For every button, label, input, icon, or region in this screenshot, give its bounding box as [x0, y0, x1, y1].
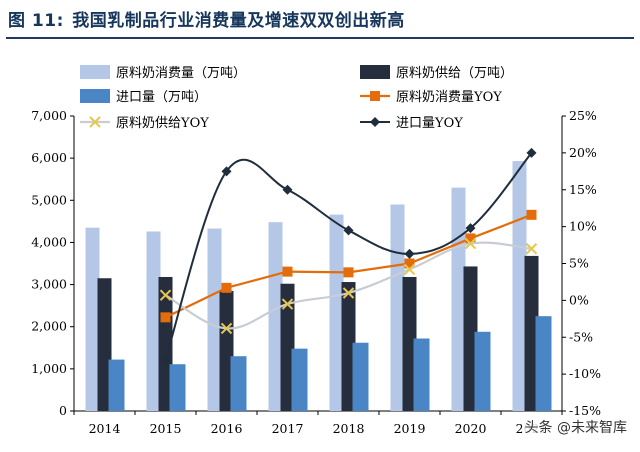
right-tick-label: -5% — [569, 329, 593, 344]
right-tick-label: 25% — [569, 108, 597, 123]
legend-item-5-label: 进口量YOY — [396, 116, 463, 131]
x-tick-label: 2016 — [211, 421, 243, 436]
legend-item-3-label: 原料奶消费量YOY — [396, 90, 502, 105]
legend-item-4-marker — [89, 116, 101, 128]
x-tick-label: 2020 — [455, 421, 487, 436]
bar-consumption — [512, 161, 527, 411]
bar-consumption — [268, 222, 283, 411]
import-yoy-marker — [160, 354, 171, 365]
legend-item-2-label: 进口量（万吨） — [116, 90, 207, 105]
consumption-yoy-marker — [404, 258, 415, 269]
supply-yoy-marker — [159, 289, 172, 301]
legend: 原料奶消费量（万吨） 原料奶供给（万吨） 进口量（万吨） 原料奶消费量YOY 原料奶供给… — [80, 65, 513, 131]
left-tick-label: 1,000 — [31, 361, 67, 376]
x-tick-label: 2019 — [394, 421, 426, 436]
import-yoy-marker — [221, 166, 232, 177]
supply-yoy-marker — [464, 237, 477, 250]
bar-consumption — [329, 214, 344, 411]
bar-supply — [219, 290, 234, 411]
bar-consumption — [390, 204, 405, 411]
lines — [159, 147, 538, 365]
left-tick-label: 2,000 — [31, 319, 67, 334]
bar-import — [230, 356, 247, 411]
left-tick-label: 5,000 — [31, 192, 67, 207]
x-tick-label: 2014 — [89, 421, 121, 436]
right-tick-label: 15% — [569, 182, 597, 197]
import-yoy-marker — [404, 248, 415, 259]
supply-yoy-marker — [525, 243, 538, 255]
left-tick-label: 6,000 — [31, 150, 67, 165]
bar-consumption — [146, 231, 161, 411]
bar-import — [169, 364, 186, 411]
title-rule — [6, 37, 634, 39]
import-yoy-marker — [282, 184, 293, 195]
legend-item-4-label: 原料奶供给YOY — [116, 116, 209, 131]
consumption-yoy-marker — [526, 209, 537, 220]
legend-item-3-marker — [370, 91, 380, 101]
bar-supply — [158, 276, 173, 411]
bar-supply — [524, 255, 539, 411]
left-tick-label: 3,000 — [31, 277, 67, 292]
figure-title: 图 11: 我国乳制品行业消费量及增速双双创出新高 — [8, 6, 632, 31]
bar-supply — [341, 282, 356, 411]
legend-item-2-swatch — [80, 89, 110, 103]
right-tick-label: -10% — [569, 366, 601, 381]
bar-import — [291, 348, 308, 411]
right-tick-label: 0% — [569, 292, 589, 307]
consumption-yoy-marker — [465, 233, 476, 244]
consumption-yoy-marker — [282, 266, 293, 277]
supply-yoy-marker — [281, 298, 294, 310]
legend-item-1-label: 原料奶供给（万吨） — [396, 66, 513, 81]
bar-supply — [97, 278, 112, 411]
consumption-yoy-marker — [160, 312, 171, 323]
supply-yoy-marker — [342, 287, 355, 299]
bar-supply — [280, 283, 295, 411]
legend-item-5-marker — [370, 117, 380, 127]
x-tick-label: 2018 — [333, 421, 365, 436]
bar-import — [413, 338, 430, 411]
right-tick-label: -15% — [569, 403, 601, 418]
bar-supply — [463, 266, 478, 411]
bar-import — [535, 316, 552, 411]
right-tick-label: 20% — [569, 145, 597, 160]
figure-label: 图 11: — [8, 11, 64, 31]
right-tick-label: 10% — [569, 219, 597, 234]
bar-consumption — [451, 187, 466, 411]
import-yoy-marker — [526, 147, 537, 158]
legend-item-1-swatch — [360, 65, 390, 79]
left-tick-label: 0 — [59, 403, 67, 418]
consumption-yoy-marker — [343, 267, 354, 278]
import-yoy-marker — [343, 225, 354, 236]
left-tick-label: 4,000 — [31, 234, 67, 249]
left-tick-label: 7,000 — [31, 108, 67, 123]
bar-supply — [402, 276, 417, 411]
legend-item-0-swatch — [80, 65, 110, 79]
bar-import — [474, 331, 491, 411]
axes: 0 1,000 2,000 3,000 4,000 5,000 6,000 7,000 -15%… — [31, 108, 601, 436]
bar-import — [352, 342, 369, 411]
supply-yoy-marker — [403, 263, 416, 276]
supply-yoy-marker — [220, 322, 233, 335]
x-tick-label: 2015 — [150, 421, 182, 436]
right-tick-label: 5% — [569, 256, 589, 271]
bar-consumption — [207, 228, 222, 411]
bars — [85, 161, 552, 411]
legend-item-0-label: 原料奶消费量（万吨） — [116, 66, 246, 81]
import-yoy-marker — [465, 223, 476, 234]
bar-consumption — [85, 227, 100, 411]
figure-title-text: 我国乳制品行业消费量及增速双双创出新高 — [72, 11, 405, 31]
watermark: 头条 @未来智库 — [521, 416, 630, 438]
consumption-yoy-marker — [221, 282, 232, 293]
x-tick-label: 2017 — [272, 421, 304, 436]
bar-import — [108, 359, 125, 411]
